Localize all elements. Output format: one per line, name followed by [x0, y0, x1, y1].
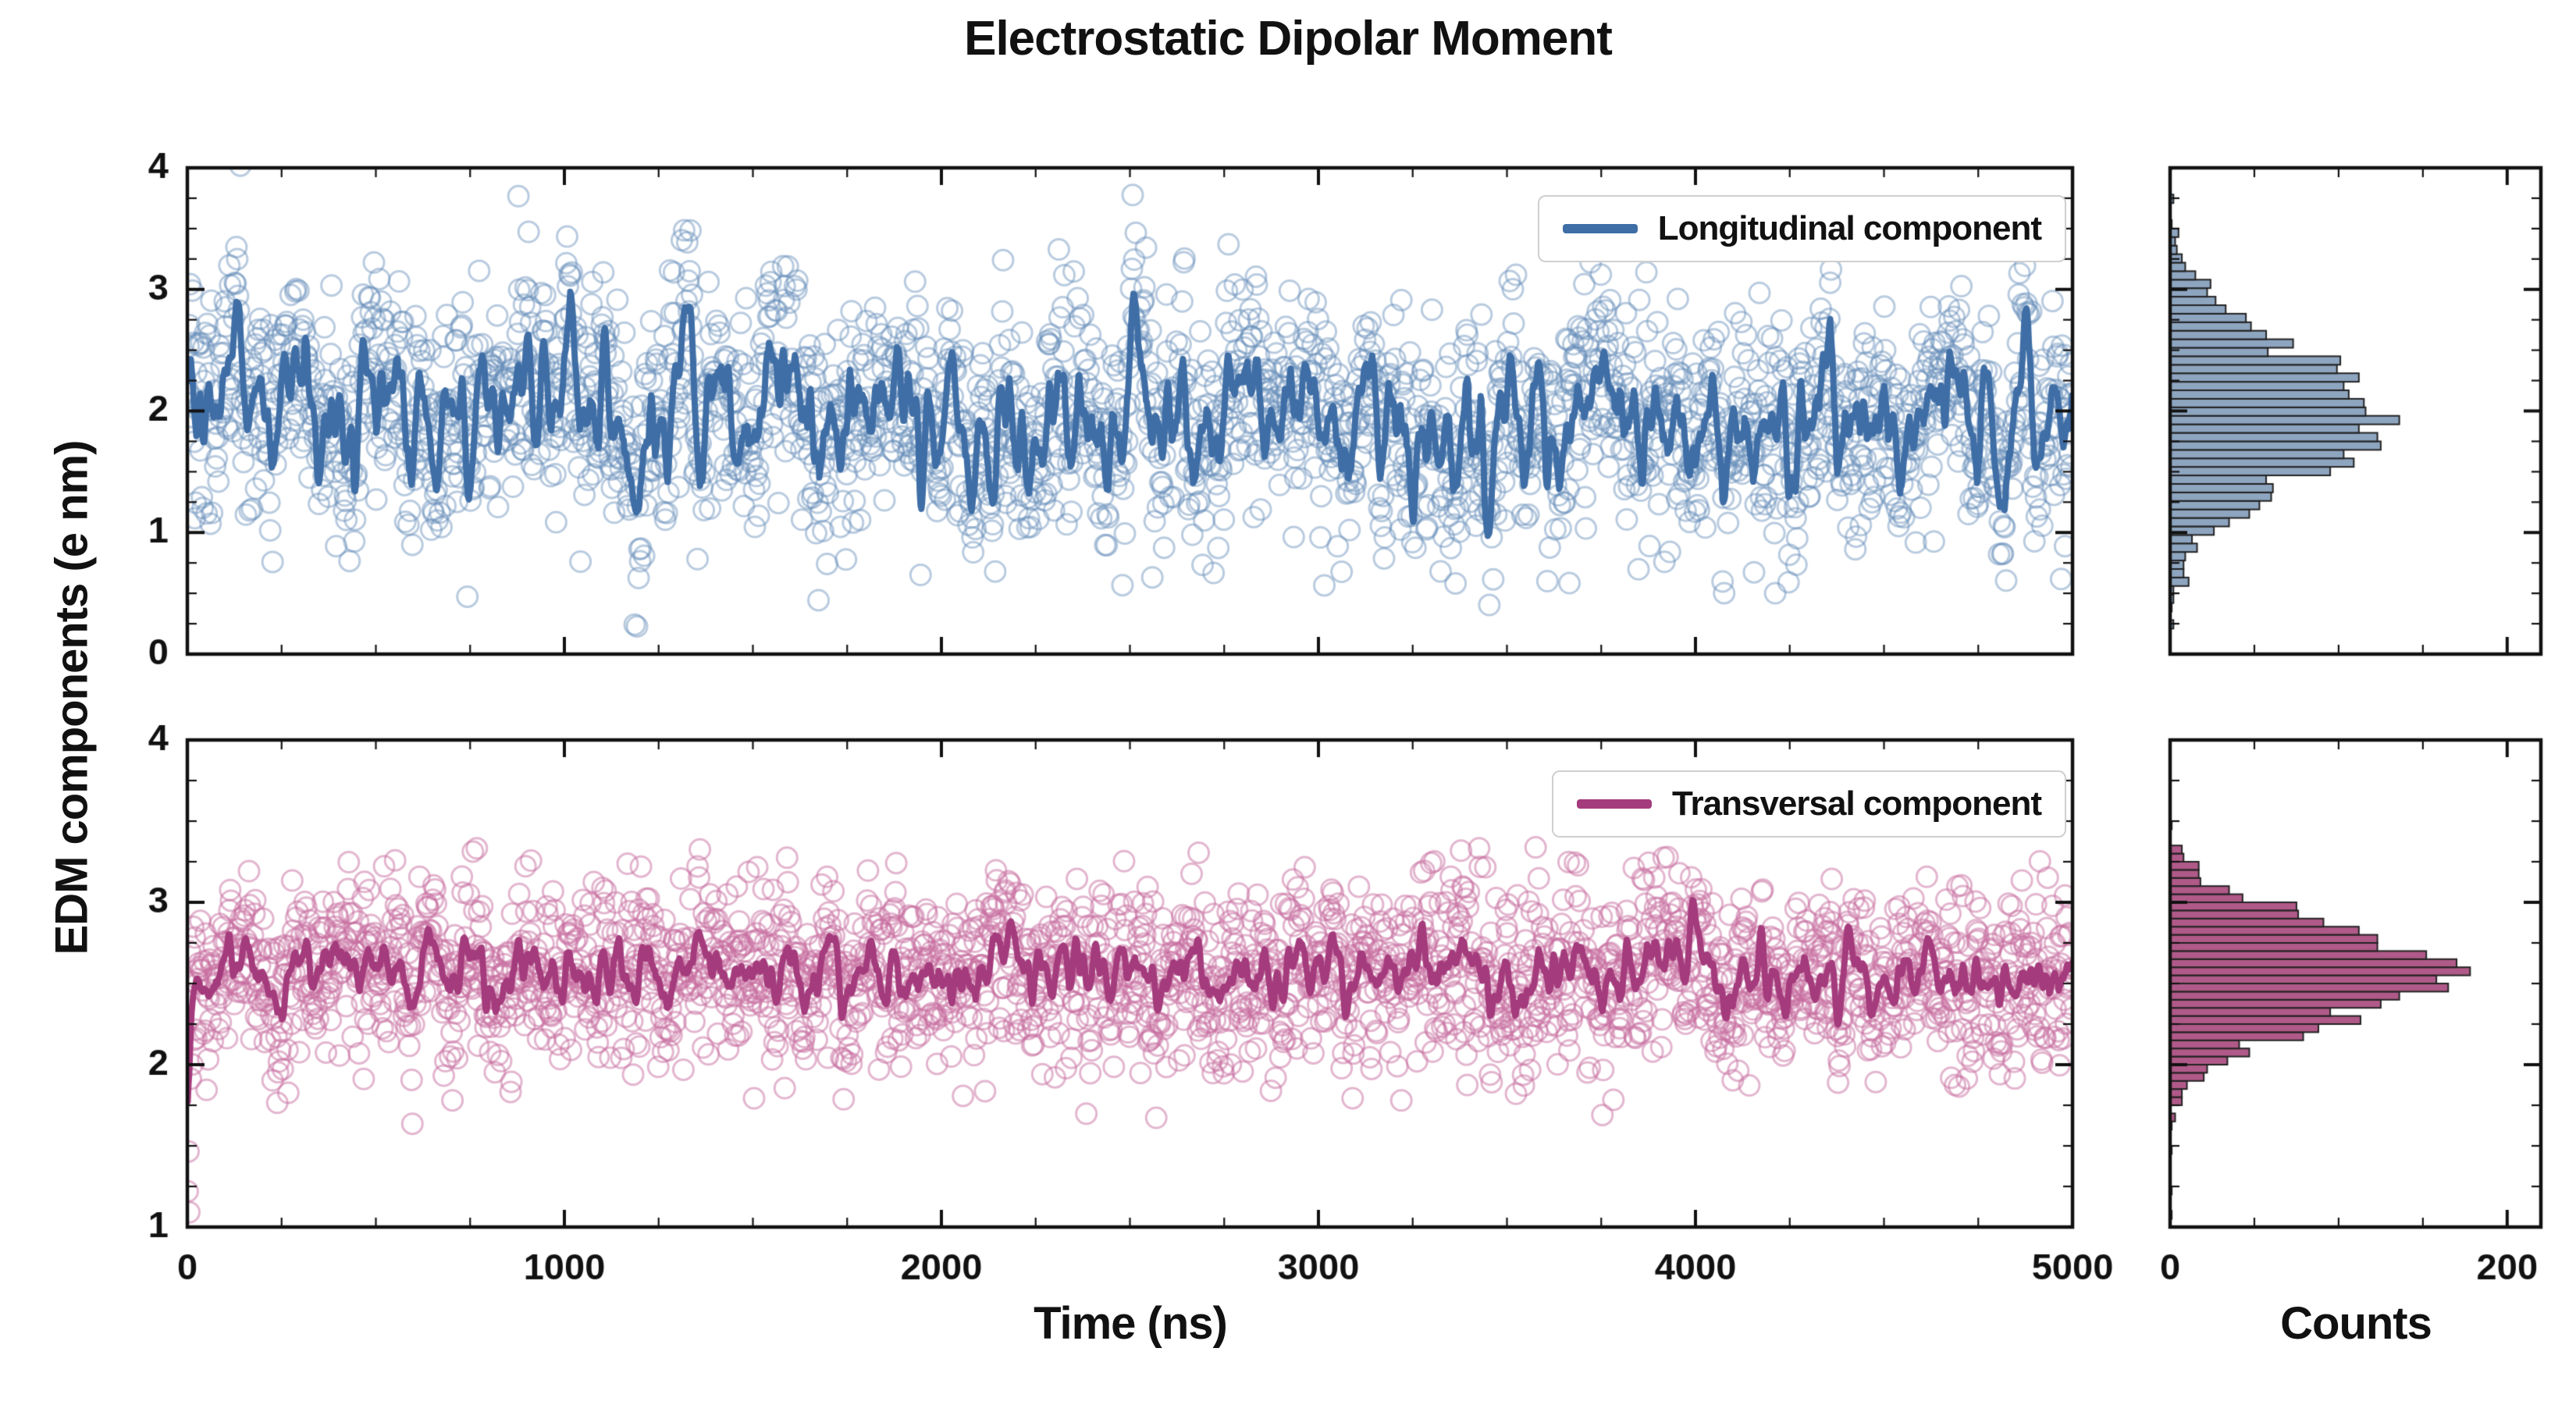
- legend-label: Longitudinal component: [1657, 209, 2042, 247]
- chart-title: Electrostatic Dipolar Moment: [964, 12, 1613, 66]
- legend-line-swatch: [1562, 224, 1638, 233]
- x-axis-label: Time (ns): [1034, 1298, 1228, 1349]
- legend-label: Transversal component: [1672, 784, 2042, 823]
- legend-transversal: Transversal component: [1552, 770, 2066, 838]
- y-axis-label: EDM components (e nm): [46, 440, 98, 955]
- hist-x-axis-label: Counts: [2280, 1298, 2432, 1349]
- legend-longitudinal: Longitudinal component: [1537, 195, 2066, 262]
- legend-line-swatch: [1577, 799, 1653, 809]
